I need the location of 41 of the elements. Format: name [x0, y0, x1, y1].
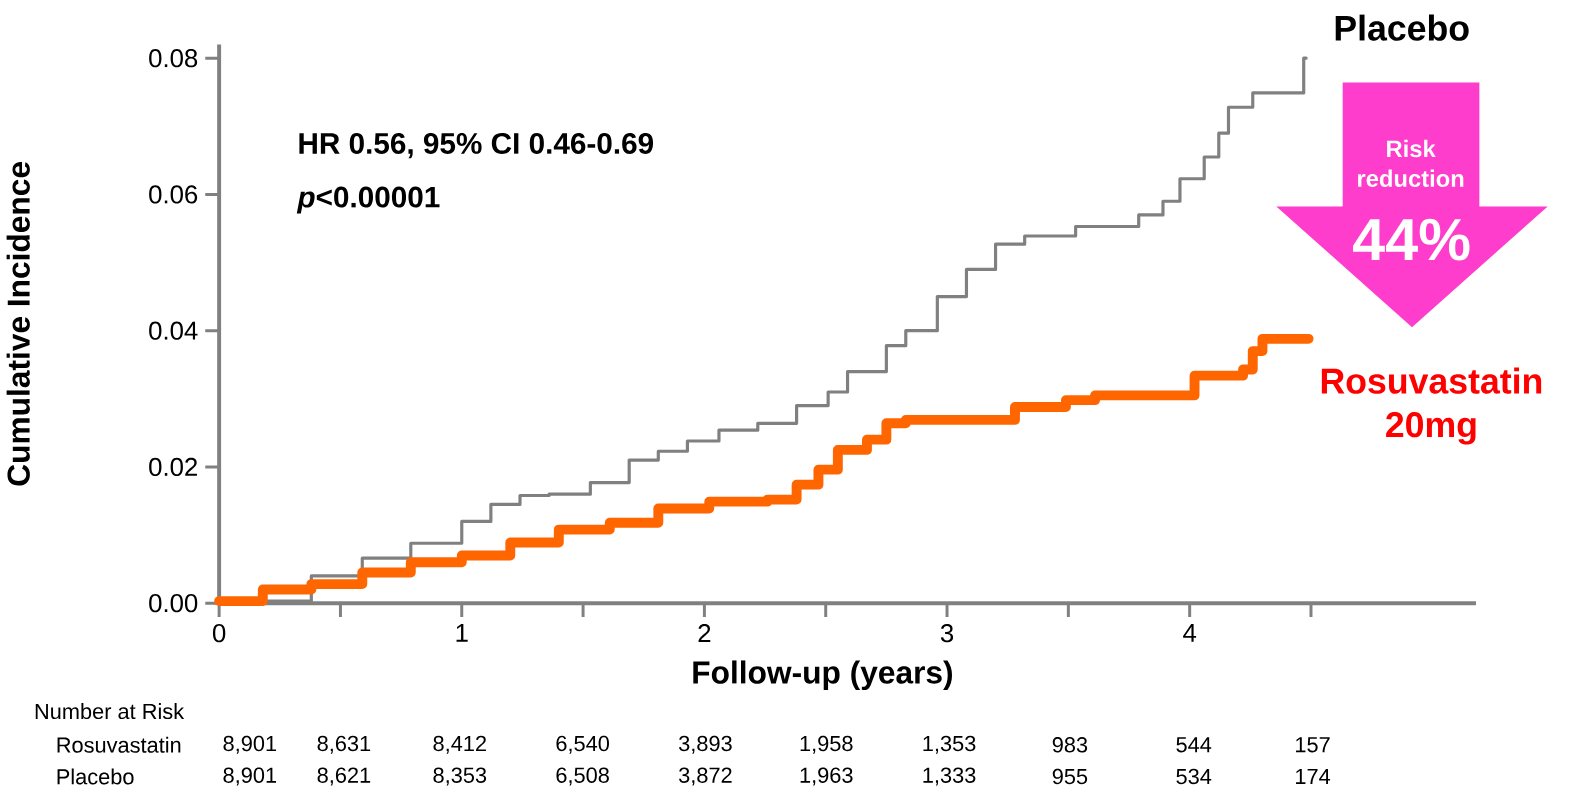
- x-tick-label: 1: [456, 623, 468, 642]
- text: 6,540: [556, 735, 609, 754]
- text: 1,333: [923, 767, 976, 786]
- text: 3,893: [679, 735, 732, 754]
- series-label: Placebo: [1335, 14, 1469, 41]
- text: 983: [1052, 736, 1088, 753]
- text: Number at Risk: [35, 702, 185, 719]
- text: 8,901: [223, 735, 277, 754]
- text: 544: [1176, 737, 1212, 753]
- text: Placebo: [57, 768, 134, 785]
- y-tick-label: 0.00: [149, 593, 198, 613]
- x-tick-label: 3: [940, 623, 954, 643]
- text: 1,958: [800, 735, 853, 754]
- y-axis-title: Cumulative Incidence: [6, 161, 30, 486]
- text: 8,353: [433, 767, 487, 786]
- text: 8,621: [317, 767, 371, 786]
- x-tick-label: 2: [698, 623, 711, 642]
- text: 955: [1052, 768, 1088, 785]
- y-tick-label: 0.06: [149, 185, 198, 204]
- annotation: Risk reduction: [1358, 139, 1464, 187]
- text: 174: [1296, 768, 1331, 784]
- text: 6,508: [556, 767, 609, 786]
- text: 8,412: [433, 735, 486, 754]
- text: Rosuvastatin: [57, 736, 181, 753]
- text: 8,631: [317, 735, 371, 754]
- text: 1,963: [800, 767, 853, 786]
- text: 8,901: [223, 767, 277, 786]
- text: 157: [1296, 737, 1330, 753]
- x-axis-title: Follow-up (years): [693, 660, 953, 690]
- text: 3,872: [679, 767, 732, 786]
- annotation: p<0.00001: [296, 186, 440, 214]
- x-tick-label: 4: [1183, 623, 1197, 642]
- y-tick-label: 0.02: [149, 457, 197, 476]
- text: 1,353: [923, 735, 976, 754]
- x-tick-label: 0: [212, 623, 226, 643]
- annotation: HR 0.56, 95% CI 0.46-0.69: [299, 132, 654, 159]
- y-tick-label: 0.08: [149, 48, 198, 68]
- annotation: 44%: [1353, 218, 1470, 261]
- text: 534: [1176, 768, 1212, 785]
- y-tick-label: 0.04: [149, 321, 198, 340]
- series-label: Rosuvastatin 20mg: [1321, 367, 1542, 445]
